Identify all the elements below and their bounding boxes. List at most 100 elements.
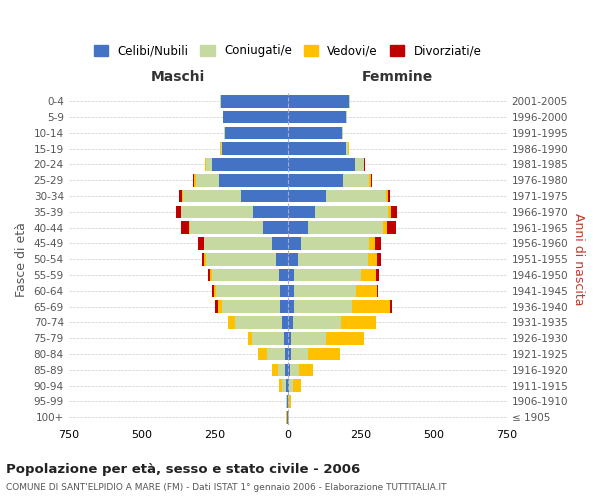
Bar	[222, 142, 287, 155]
Bar	[214, 284, 216, 297]
Bar	[179, 190, 182, 202]
Bar	[212, 284, 214, 297]
Bar	[301, 237, 370, 250]
Bar	[298, 253, 368, 266]
Bar	[326, 332, 364, 344]
Bar	[224, 126, 225, 139]
Bar	[376, 237, 380, 250]
Bar	[287, 111, 346, 124]
Bar	[208, 268, 211, 281]
Bar	[356, 284, 377, 297]
Bar	[287, 95, 349, 108]
Text: Popolazione per età, sesso e stato civile - 2006: Popolazione per età, sesso e stato civil…	[6, 462, 360, 475]
Bar	[219, 174, 287, 186]
Bar	[342, 126, 343, 139]
Bar	[286, 380, 287, 392]
Bar	[368, 253, 377, 266]
Bar	[343, 174, 370, 186]
Bar	[286, 395, 287, 408]
Legend: Celibi/Nubili, Coniugati/e, Vedovi/e, Divorziati/e: Celibi/Nubili, Coniugati/e, Vedovi/e, Di…	[89, 40, 486, 62]
Bar	[287, 222, 308, 234]
Bar	[221, 95, 287, 108]
Bar	[276, 253, 287, 266]
Bar	[287, 300, 293, 313]
Bar	[388, 206, 391, 218]
Bar	[293, 300, 352, 313]
Bar	[287, 253, 298, 266]
Bar	[190, 222, 263, 234]
Bar	[386, 190, 388, 202]
Bar	[383, 222, 387, 234]
Text: COMUNE DI SANT'ELPIDIO A MARE (FM) - Dati ISTAT 1° gennaio 2006 - Elaborazione T: COMUNE DI SANT'ELPIDIO A MARE (FM) - Dat…	[6, 482, 446, 492]
Bar	[285, 348, 287, 360]
Bar	[284, 332, 287, 344]
Bar	[279, 380, 282, 392]
Bar	[286, 364, 287, 376]
Bar	[218, 300, 222, 313]
Bar	[196, 174, 219, 186]
Bar	[176, 206, 181, 218]
Bar	[289, 395, 290, 408]
Bar	[241, 190, 287, 202]
Bar	[293, 380, 301, 392]
Bar	[259, 348, 267, 360]
Bar	[181, 206, 253, 218]
Bar	[341, 316, 376, 329]
Bar	[287, 174, 343, 186]
Bar	[205, 253, 206, 266]
Bar	[193, 174, 194, 186]
Bar	[280, 284, 287, 297]
Bar	[198, 237, 203, 250]
Bar	[282, 380, 286, 392]
Bar	[221, 142, 222, 155]
Bar	[377, 284, 378, 297]
Bar	[267, 348, 285, 360]
Bar	[287, 158, 355, 171]
Bar	[288, 395, 289, 408]
Y-axis label: Anni di nascita: Anni di nascita	[572, 213, 585, 306]
Bar	[371, 174, 373, 186]
Bar	[290, 348, 308, 360]
Bar	[222, 300, 280, 313]
Text: Maschi: Maschi	[151, 70, 205, 84]
Bar	[387, 222, 396, 234]
Bar	[248, 332, 252, 344]
Bar	[252, 332, 284, 344]
Bar	[206, 158, 212, 171]
Bar	[279, 268, 287, 281]
Y-axis label: Fasce di età: Fasce di età	[15, 222, 28, 296]
Bar	[287, 142, 346, 155]
Bar	[377, 253, 381, 266]
Bar	[293, 316, 341, 329]
Bar	[287, 268, 294, 281]
Bar	[205, 237, 272, 250]
Bar	[223, 111, 287, 124]
Bar	[370, 174, 371, 186]
Bar	[299, 364, 313, 376]
Bar	[194, 174, 196, 186]
Bar	[293, 284, 356, 297]
Bar	[263, 222, 287, 234]
Bar	[287, 316, 293, 329]
Bar	[225, 126, 287, 139]
Bar	[370, 237, 376, 250]
Bar	[202, 253, 205, 266]
Bar	[212, 268, 279, 281]
Bar	[287, 206, 316, 218]
Bar	[376, 268, 379, 281]
Bar	[316, 206, 388, 218]
Bar	[388, 190, 390, 202]
Bar	[211, 268, 212, 281]
Bar	[390, 300, 392, 313]
Bar	[291, 332, 326, 344]
Bar	[355, 158, 364, 171]
Bar	[287, 237, 301, 250]
Bar	[290, 364, 299, 376]
Bar	[206, 253, 276, 266]
Bar	[182, 190, 241, 202]
Bar	[294, 268, 361, 281]
Bar	[216, 284, 280, 297]
Bar	[253, 206, 287, 218]
Bar	[287, 380, 289, 392]
Bar	[181, 222, 189, 234]
